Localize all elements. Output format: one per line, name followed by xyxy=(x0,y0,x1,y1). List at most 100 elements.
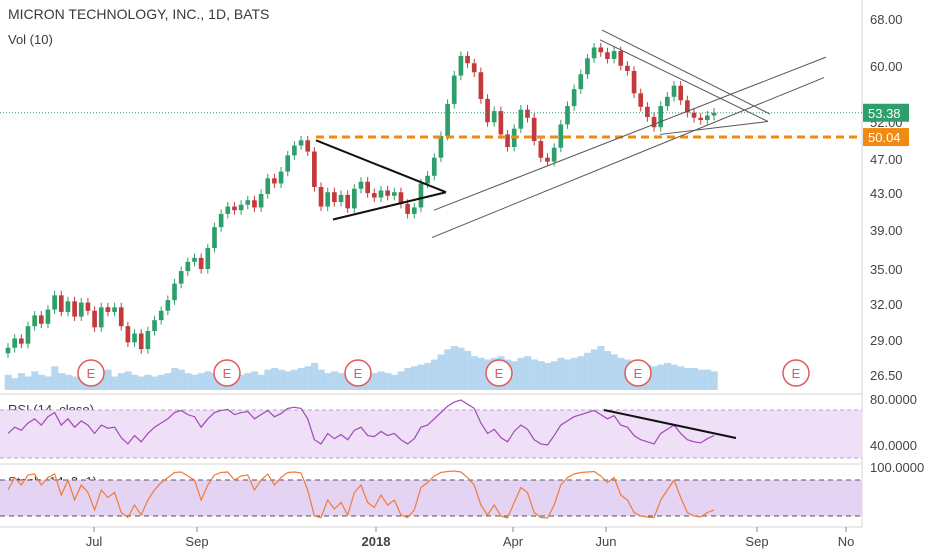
candle-body xyxy=(585,58,590,75)
volume-bar xyxy=(104,369,112,390)
time-tick-label: Sep xyxy=(745,534,768,549)
candle-body xyxy=(711,112,717,116)
candle-body xyxy=(505,134,510,147)
candle-body xyxy=(58,295,64,312)
volume-bar xyxy=(377,371,385,390)
volume-bar xyxy=(597,346,605,390)
candle-body xyxy=(72,301,77,317)
volume-bar xyxy=(277,369,285,390)
candle-body xyxy=(12,338,17,348)
volume-bar xyxy=(564,359,572,390)
candle-body xyxy=(698,117,704,121)
grid xyxy=(0,0,863,528)
volume-bar xyxy=(570,357,578,390)
volume-bar xyxy=(237,374,245,390)
candle-body xyxy=(192,257,197,262)
candle-body xyxy=(538,141,544,158)
price-tick-label: 26.50 xyxy=(870,368,903,383)
candle-body xyxy=(185,261,191,272)
volume-bar xyxy=(284,371,292,390)
candle-body xyxy=(625,65,630,71)
volume-bar xyxy=(390,374,399,390)
price-tick-label: 32.00 xyxy=(870,297,903,312)
candle-body xyxy=(152,320,157,332)
candle-body xyxy=(371,193,377,198)
rsi-band xyxy=(0,410,862,458)
volume-bar xyxy=(524,356,532,390)
volume-bar xyxy=(11,378,19,390)
volume-bar xyxy=(124,371,132,390)
candle-body xyxy=(92,310,97,328)
candle-body xyxy=(158,310,164,321)
candle-body xyxy=(445,103,450,136)
candle-body xyxy=(105,307,111,312)
volume-bar xyxy=(450,346,458,390)
candle-body xyxy=(618,51,624,66)
candle-body xyxy=(245,200,251,205)
candle-body xyxy=(312,151,317,187)
candle-body xyxy=(378,190,384,198)
candle-body xyxy=(478,72,484,99)
price-tick-label: 35.00 xyxy=(870,262,903,277)
candle-body xyxy=(691,112,697,118)
rsi-line xyxy=(7,399,715,446)
candle-body xyxy=(591,47,597,59)
volume-bar xyxy=(211,373,219,390)
candle-body xyxy=(578,74,584,90)
volume-bar xyxy=(424,362,432,390)
volume-bar xyxy=(657,364,665,390)
candle-body xyxy=(665,96,670,107)
volume-bar xyxy=(337,373,345,390)
candle-body xyxy=(52,295,57,310)
time-tick-label: 2018 xyxy=(362,534,391,549)
trendline-drawings[interactable] xyxy=(0,29,862,238)
candle-body xyxy=(645,106,650,118)
candle-body xyxy=(705,115,710,121)
volume-bar xyxy=(430,359,438,390)
candle-body xyxy=(25,326,31,344)
volume-bar xyxy=(650,366,658,390)
candle-body xyxy=(571,89,577,107)
candle-body xyxy=(465,55,470,64)
volume-bar xyxy=(171,368,179,390)
candle-body xyxy=(451,75,457,104)
candle-body xyxy=(418,183,424,208)
candle-body xyxy=(491,111,497,123)
candle-body xyxy=(671,85,677,97)
volume-bar xyxy=(410,366,419,390)
volume-bar xyxy=(397,371,405,390)
time-tick-label: Jun xyxy=(596,534,617,549)
candle-body xyxy=(305,140,311,152)
price-tick-label: 60.00 xyxy=(870,59,903,74)
volume-bar xyxy=(317,369,325,390)
candle-body xyxy=(98,307,104,328)
volume-bar xyxy=(404,368,412,390)
volume-bar xyxy=(664,362,672,390)
price-tick-label: 39.00 xyxy=(870,223,903,238)
volume-bar xyxy=(444,349,452,390)
earnings-marker-label: E xyxy=(223,366,232,381)
price-tick-label: 68.00 xyxy=(870,12,903,27)
candle-body xyxy=(471,63,477,73)
candle-body xyxy=(545,157,550,162)
volume-bar xyxy=(584,352,592,390)
volume-bar xyxy=(557,357,565,390)
volume-bar xyxy=(697,369,705,390)
volume-bar xyxy=(271,368,279,390)
candle-body xyxy=(165,300,171,311)
candle-body xyxy=(298,140,304,146)
candle-body xyxy=(118,307,124,327)
candle-body xyxy=(565,106,570,125)
candle-body xyxy=(138,333,144,350)
volume-bar xyxy=(197,373,205,390)
candle-body xyxy=(365,181,370,194)
volume-bar xyxy=(244,373,252,390)
earnings-marker-label: E xyxy=(634,366,643,381)
level-price-tag xyxy=(863,128,909,147)
rsi-pane xyxy=(0,399,862,459)
volume-bar xyxy=(64,374,72,390)
volume-bar xyxy=(177,369,185,390)
stoch-pane xyxy=(0,470,862,519)
